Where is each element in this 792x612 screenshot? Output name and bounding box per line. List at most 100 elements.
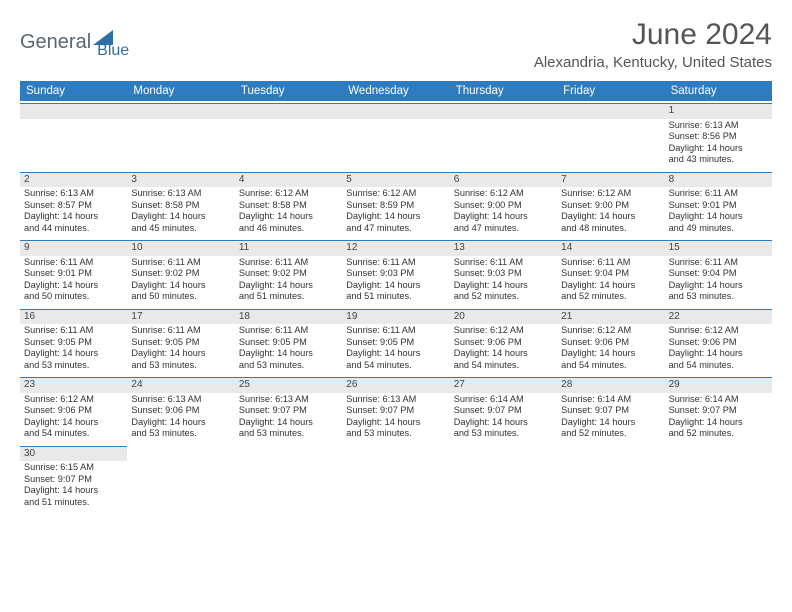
day-cell (557, 101, 664, 170)
day-detail: Sunset: 9:05 PM (24, 337, 123, 349)
day-detail: Daylight: 14 hours (131, 417, 230, 429)
day-cell: 28Sunrise: 6:14 AMSunset: 9:07 PMDayligh… (557, 375, 664, 444)
day-cell: 24Sunrise: 6:13 AMSunset: 9:06 PMDayligh… (127, 375, 234, 444)
day-cell: 20Sunrise: 6:12 AMSunset: 9:06 PMDayligh… (450, 307, 557, 376)
day-detail: Sunset: 8:56 PM (669, 131, 768, 143)
day-detail: and 51 minutes. (239, 291, 338, 303)
day-detail: Sunset: 9:07 PM (669, 405, 768, 417)
day-cell (342, 101, 449, 170)
day-detail: Sunrise: 6:11 AM (669, 188, 768, 200)
day-detail: Sunset: 9:05 PM (346, 337, 445, 349)
day-detail: and 53 minutes. (346, 428, 445, 440)
day-number: 6 (450, 172, 557, 188)
day-detail: Daylight: 14 hours (669, 143, 768, 155)
day-detail: and 53 minutes. (239, 428, 338, 440)
day-cell: 30Sunrise: 6:15 AMSunset: 9:07 PMDayligh… (20, 444, 127, 513)
day-detail: and 54 minutes. (24, 428, 123, 440)
empty-day-bar (342, 103, 449, 119)
day-number: 30 (20, 446, 127, 462)
week-row: 2Sunrise: 6:13 AMSunset: 8:57 PMDaylight… (20, 170, 772, 239)
empty-day-bar (450, 103, 557, 119)
day-detail: and 53 minutes. (239, 360, 338, 372)
day-number: 9 (20, 240, 127, 256)
day-detail: Sunset: 9:00 PM (561, 200, 660, 212)
day-detail: Daylight: 14 hours (239, 280, 338, 292)
day-detail: Sunset: 8:57 PM (24, 200, 123, 212)
day-number: 24 (127, 377, 234, 393)
day-detail: Sunset: 9:04 PM (669, 268, 768, 280)
day-detail: Sunrise: 6:11 AM (131, 325, 230, 337)
day-cell: 5Sunrise: 6:12 AMSunset: 8:59 PMDaylight… (342, 170, 449, 239)
day-number: 7 (557, 172, 664, 188)
day-detail: Sunset: 8:59 PM (346, 200, 445, 212)
day-cell: 14Sunrise: 6:11 AMSunset: 9:04 PMDayligh… (557, 238, 664, 307)
day-cell: 1Sunrise: 6:13 AMSunset: 8:56 PMDaylight… (665, 101, 772, 170)
day-detail: Sunrise: 6:11 AM (346, 257, 445, 269)
day-number: 20 (450, 309, 557, 325)
day-detail: Sunset: 9:05 PM (239, 337, 338, 349)
day-detail: Daylight: 14 hours (24, 211, 123, 223)
day-detail: and 45 minutes. (131, 223, 230, 235)
day-number: 15 (665, 240, 772, 256)
day-cell: 9Sunrise: 6:11 AMSunset: 9:01 PMDaylight… (20, 238, 127, 307)
day-detail: Sunrise: 6:12 AM (561, 325, 660, 337)
day-cell: 10Sunrise: 6:11 AMSunset: 9:02 PMDayligh… (127, 238, 234, 307)
day-cell: 26Sunrise: 6:13 AMSunset: 9:07 PMDayligh… (342, 375, 449, 444)
day-cell: 18Sunrise: 6:11 AMSunset: 9:05 PMDayligh… (235, 307, 342, 376)
week-row: 1Sunrise: 6:13 AMSunset: 8:56 PMDaylight… (20, 101, 772, 170)
day-detail: Sunrise: 6:14 AM (454, 394, 553, 406)
day-number: 27 (450, 377, 557, 393)
day-detail: and 47 minutes. (346, 223, 445, 235)
logo-text-blue: Blue (97, 42, 129, 60)
day-detail: Sunrise: 6:13 AM (669, 120, 768, 132)
header: General Blue June 2024 Alexandria, Kentu… (20, 18, 772, 71)
day-number: 10 (127, 240, 234, 256)
month-title: June 2024 (534, 18, 772, 52)
calendar: SundayMondayTuesdayWednesdayThursdayFrid… (20, 81, 772, 512)
day-detail: Sunrise: 6:11 AM (24, 257, 123, 269)
day-detail: Sunrise: 6:13 AM (24, 188, 123, 200)
week-row: 9Sunrise: 6:11 AMSunset: 9:01 PMDaylight… (20, 238, 772, 307)
day-number: 14 (557, 240, 664, 256)
day-detail: Sunrise: 6:11 AM (669, 257, 768, 269)
day-number: 19 (342, 309, 449, 325)
day-detail: and 50 minutes. (24, 291, 123, 303)
day-cell (450, 101, 557, 170)
day-detail: and 53 minutes. (131, 428, 230, 440)
day-detail: Sunset: 9:07 PM (24, 474, 123, 486)
day-cell (665, 444, 772, 513)
day-detail: Sunset: 9:05 PM (131, 337, 230, 349)
day-detail: Sunrise: 6:11 AM (24, 325, 123, 337)
day-detail: Daylight: 14 hours (24, 417, 123, 429)
day-detail: Sunset: 9:00 PM (454, 200, 553, 212)
day-detail: Daylight: 14 hours (131, 211, 230, 223)
day-detail: Sunset: 9:07 PM (561, 405, 660, 417)
day-cell: 2Sunrise: 6:13 AMSunset: 8:57 PMDaylight… (20, 170, 127, 239)
day-cell (557, 444, 664, 513)
day-header-row: SundayMondayTuesdayWednesdayThursdayFrid… (20, 81, 772, 101)
day-detail: Sunrise: 6:13 AM (131, 188, 230, 200)
day-detail: Sunrise: 6:11 AM (561, 257, 660, 269)
day-number: 11 (235, 240, 342, 256)
day-detail: Sunset: 9:02 PM (239, 268, 338, 280)
day-cell (235, 101, 342, 170)
day-detail: Sunrise: 6:11 AM (346, 325, 445, 337)
day-detail: Sunrise: 6:14 AM (669, 394, 768, 406)
day-number: 29 (665, 377, 772, 393)
day-cell: 27Sunrise: 6:14 AMSunset: 9:07 PMDayligh… (450, 375, 557, 444)
day-cell: 19Sunrise: 6:11 AMSunset: 9:05 PMDayligh… (342, 307, 449, 376)
day-cell: 7Sunrise: 6:12 AMSunset: 9:00 PMDaylight… (557, 170, 664, 239)
day-detail: Daylight: 14 hours (669, 348, 768, 360)
day-detail: Daylight: 14 hours (239, 211, 338, 223)
title-block: June 2024 Alexandria, Kentucky, United S… (534, 18, 772, 71)
day-detail: Sunrise: 6:12 AM (346, 188, 445, 200)
day-number: 13 (450, 240, 557, 256)
day-cell (20, 101, 127, 170)
day-detail: Sunset: 9:06 PM (669, 337, 768, 349)
day-header: Thursday (450, 81, 557, 101)
day-detail: Daylight: 14 hours (346, 417, 445, 429)
week-row: 30Sunrise: 6:15 AMSunset: 9:07 PMDayligh… (20, 444, 772, 513)
day-number: 16 (20, 309, 127, 325)
day-detail: Sunrise: 6:13 AM (346, 394, 445, 406)
day-detail: and 53 minutes. (24, 360, 123, 372)
